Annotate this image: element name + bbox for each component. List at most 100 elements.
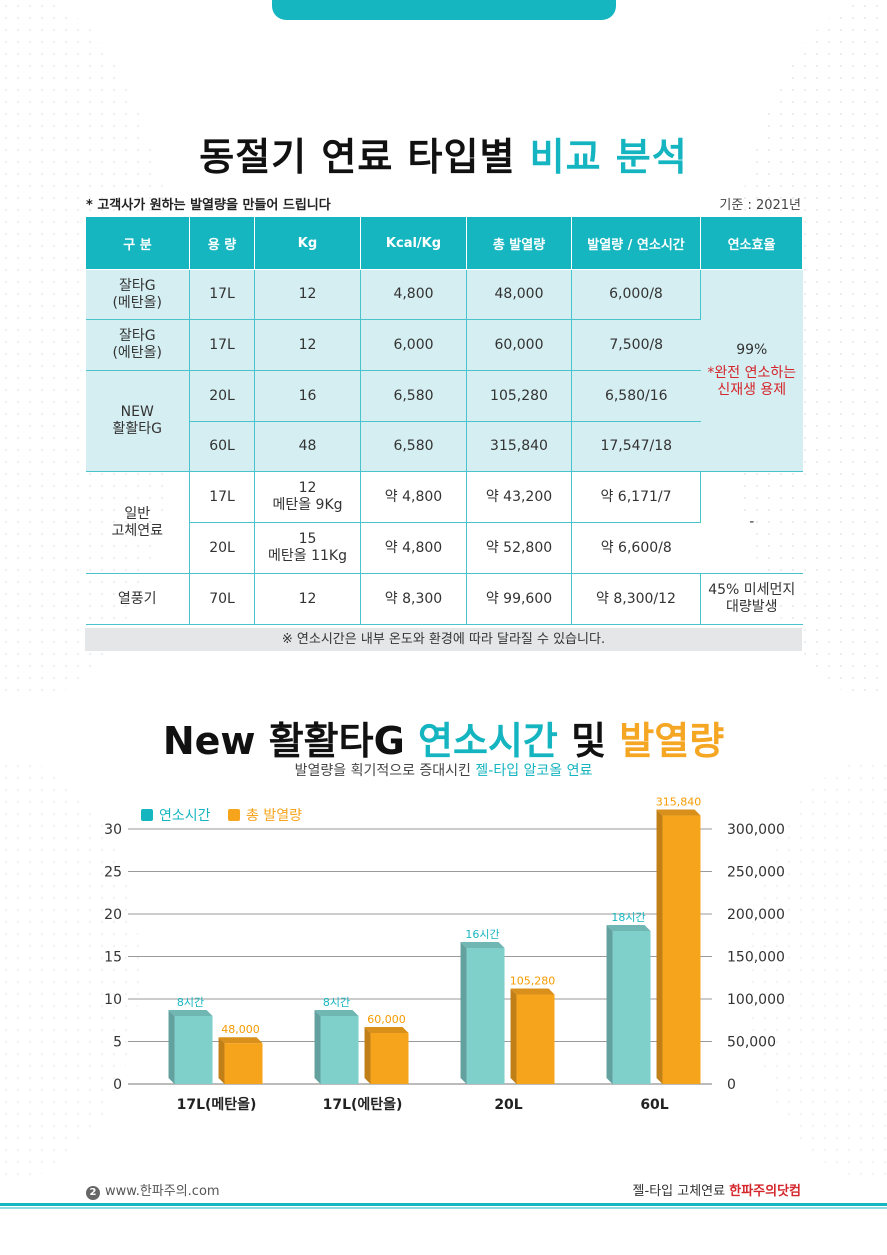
y-left-tick-label: 25 <box>104 865 122 881</box>
x-tick-label: 17L(에탄올) <box>323 1096 403 1113</box>
y-right-tick-label: 250,000 <box>727 865 785 881</box>
cell-capacity: 20L <box>189 522 255 574</box>
table-footnote: ※ 연소시간은 내부 온도와 환경에 따라 달라질 수 있습니다. <box>85 628 802 651</box>
dual-axis-bar-chart: 0 5 10 15 20 25 30 0 50,000 100,000 150,000 200,000… <box>104 796 785 1113</box>
cell-capacity: 17L <box>189 471 255 523</box>
y-left-tick-label: 5 <box>113 1035 122 1051</box>
legend-label: 총 발열량 <box>246 808 302 824</box>
bar-top <box>460 942 505 948</box>
legend-label: 연소시간 <box>159 808 211 824</box>
chart-subtitle-main: 발열량을 획기적으로 증대시킨 <box>294 763 476 779</box>
bar-top <box>656 809 701 816</box>
table-row: NEW 활활타G 20L 16 6,580 105,280 6,580/16 <box>85 370 803 472</box>
cell-kcal: 약 4,800 <box>360 522 467 574</box>
top-tab-decoration <box>272 0 616 20</box>
bottom-bar-light <box>0 1207 887 1209</box>
cell-total: 105,280 <box>466 370 572 422</box>
cell-rate: 약 8,300/12 <box>571 573 701 625</box>
cell-kg: 12 <box>254 269 361 320</box>
cell-kg: 16 <box>254 370 361 422</box>
x-tick-label: 20L <box>494 1097 522 1113</box>
header-efficiency: 연소효율 <box>700 216 803 270</box>
header-capacity: 용 량 <box>189 216 255 270</box>
header-total-heat: 총 발열량 <box>466 216 572 270</box>
bottom-bar <box>0 1203 887 1206</box>
data-label: 16시간 <box>465 928 499 941</box>
y-right-tick-label: 200,000 <box>727 907 785 923</box>
bar-side <box>656 809 663 1084</box>
cell-rate: 약 6,171/7 <box>571 471 701 523</box>
data-label: 8시간 <box>177 996 204 1009</box>
bar-top <box>168 1010 213 1016</box>
footer-brand: 한파주의닷컴 <box>729 1184 801 1199</box>
chart-title-part1: New 활활타G <box>162 719 419 763</box>
bar-side <box>218 1037 225 1084</box>
data-label: 18시간 <box>611 911 645 924</box>
y-right-tick-label: 100,000 <box>727 992 785 1008</box>
cell-total: 315,840 <box>466 421 572 472</box>
data-label: 60,000 <box>367 1013 406 1026</box>
y-right-tick-label: 0 <box>727 1077 736 1093</box>
chart-title-part4: 발열량 <box>619 719 725 763</box>
cell-efficiency-none: - <box>700 471 803 574</box>
chart-title-part2: 연소시간 <box>418 719 558 763</box>
cell-rate: 6,000/8 <box>571 269 701 320</box>
comparison-title-accent: 비교 분석 <box>529 135 688 179</box>
cell-total: 60,000 <box>466 319 572 371</box>
cell-rate: 17,547/18 <box>571 421 701 472</box>
y-left-tick-label: 20 <box>104 907 122 923</box>
efficiency-value: 99% <box>736 342 768 358</box>
header-category: 구 분 <box>85 216 190 270</box>
bar-side <box>168 1010 175 1084</box>
table-header-row: 구 분 용 량 Kg Kcal/Kg 총 발열량 발열량 / 연소시간 연소효율 <box>85 216 803 270</box>
data-label: 105,280 <box>510 975 556 988</box>
chart-subtitle-highlight: 젤-타입 알코올 연료 <box>475 763 593 779</box>
bar-total-heat <box>662 815 701 1084</box>
footer-text: 젤-타입 고체연료 <box>632 1184 730 1199</box>
y-left-tick-label: 15 <box>104 950 122 966</box>
cell-kcal: 약 4,800 <box>360 471 467 523</box>
table-row: 20L 15 메탄올 11Kg 약 4,800 약 52,800 약 6,600… <box>86 522 803 574</box>
cell-capacity: 70L <box>189 573 255 625</box>
comparison-table: 구 분 용 량 Kg Kcal/Kg 총 발열량 발열량 / 연소시간 연소효율… <box>85 216 803 625</box>
bar-total-heat <box>370 1033 409 1084</box>
footer-url: www.한파주의.com <box>105 1184 220 1199</box>
bar-burn-time <box>174 1016 213 1084</box>
cell-total: 약 52,800 <box>466 522 572 574</box>
table-row: 열풍기 70L 12 약 8,300 약 99,600 약 8,300/12 4… <box>85 573 803 625</box>
bar-side <box>314 1010 321 1084</box>
cell-kcal: 약 8,300 <box>360 573 467 625</box>
cell-name: 열풍기 <box>85 573 190 625</box>
cell-total: 약 43,200 <box>466 471 572 523</box>
header-kg: Kg <box>254 216 361 270</box>
header-heat-per-time: 발열량 / 연소시간 <box>571 216 701 270</box>
y-left-tick-label: 10 <box>104 992 122 1008</box>
bar-side <box>606 925 613 1084</box>
note-left: * 고객사가 원하는 발열량을 만들어 드립니다 <box>86 198 331 213</box>
cell-kg: 48 <box>254 421 361 472</box>
bar-side <box>510 988 517 1084</box>
efficiency-note: *완전 연소하는 신재생 용제 <box>707 365 797 398</box>
comparison-title: 동절기 연료 타입별 비교 분석 <box>0 126 887 181</box>
cell-rate: 6,580/16 <box>571 370 701 422</box>
cell-kcal: 4,800 <box>360 269 467 320</box>
footer-right: 젤-타입 고체연료 한파주의닷컴 <box>633 1180 801 1199</box>
x-tick-label: 60L <box>640 1097 668 1113</box>
bar-burn-time <box>612 931 651 1084</box>
cell-kg: 12 <box>254 319 361 371</box>
y-left-tick-label: 0 <box>113 1077 122 1093</box>
cell-efficiency-high: 99% *완전 연소하는 신재생 용제 <box>700 269 803 472</box>
data-label: 48,000 <box>221 1023 260 1036</box>
table-row: 일반 고체연료 17L 12 메탄올 9Kg 약 4,800 약 43,200 … <box>85 471 803 574</box>
bar-top <box>314 1010 359 1016</box>
legend-swatch <box>141 809 153 821</box>
y-left-tick-label: 30 <box>104 822 122 838</box>
cell-capacity: 17L <box>189 319 255 371</box>
bar-burn-time <box>466 948 505 1084</box>
bar-top <box>606 925 651 931</box>
cell-efficiency-low: 45% 미세먼지 대량발생 <box>700 573 803 625</box>
cell-kg: 12 <box>254 573 361 625</box>
cell-capacity: 20L <box>189 370 255 422</box>
cell-capacity: 17L <box>189 269 255 320</box>
bar-top <box>364 1027 409 1033</box>
